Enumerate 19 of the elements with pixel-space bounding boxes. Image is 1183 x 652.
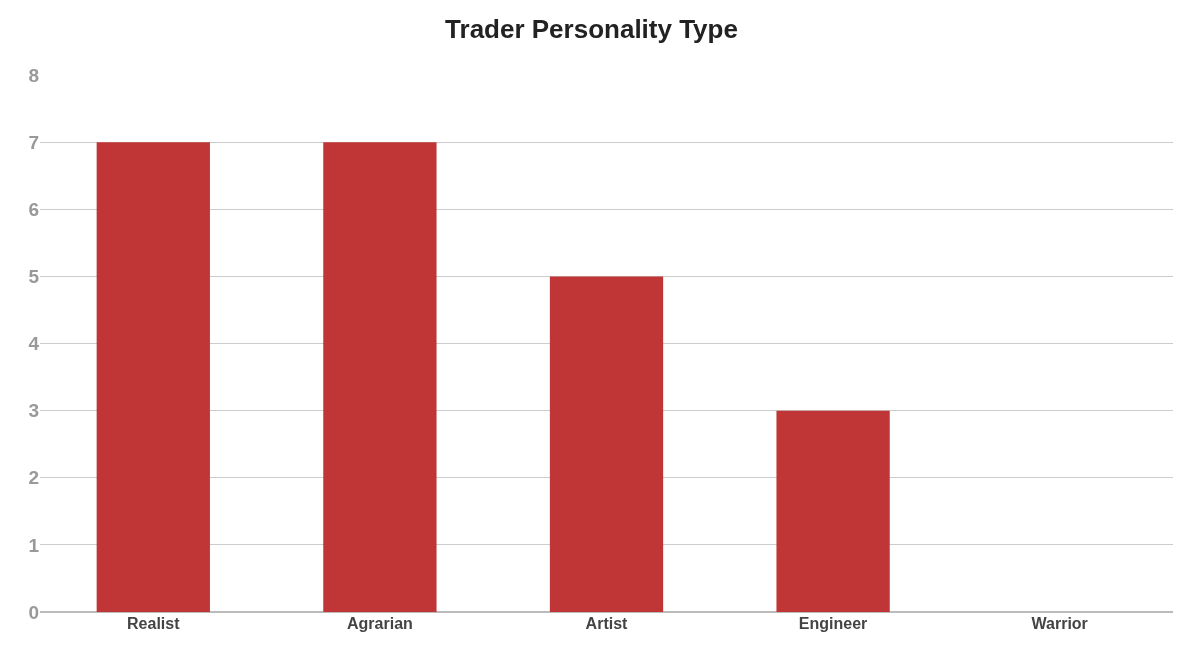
x-tick-label: Engineer (798, 615, 868, 632)
bar (776, 410, 890, 612)
x-tick-label: Artist (585, 615, 629, 632)
y-tick-label: 8 (28, 64, 39, 86)
y-tick-label: 5 (28, 266, 40, 288)
y-tick-label: 6 (28, 198, 39, 220)
y-tick-label: 4 (28, 333, 40, 355)
bar (323, 142, 437, 612)
y-tick-label: 0 (28, 601, 39, 623)
y-tick-label: 3 (28, 400, 39, 422)
chart-title: Trader Personality Type (445, 13, 738, 44)
x-tick-label: Agrarian (347, 615, 413, 632)
y-tick-label: 7 (28, 131, 39, 153)
x-tick-label: Realist (127, 615, 181, 632)
y-tick-label: 2 (28, 467, 39, 489)
bar (96, 142, 210, 612)
bar (549, 276, 664, 612)
y-tick-label: 1 (28, 534, 40, 556)
x-tick-label: Warrior (1031, 615, 1088, 632)
